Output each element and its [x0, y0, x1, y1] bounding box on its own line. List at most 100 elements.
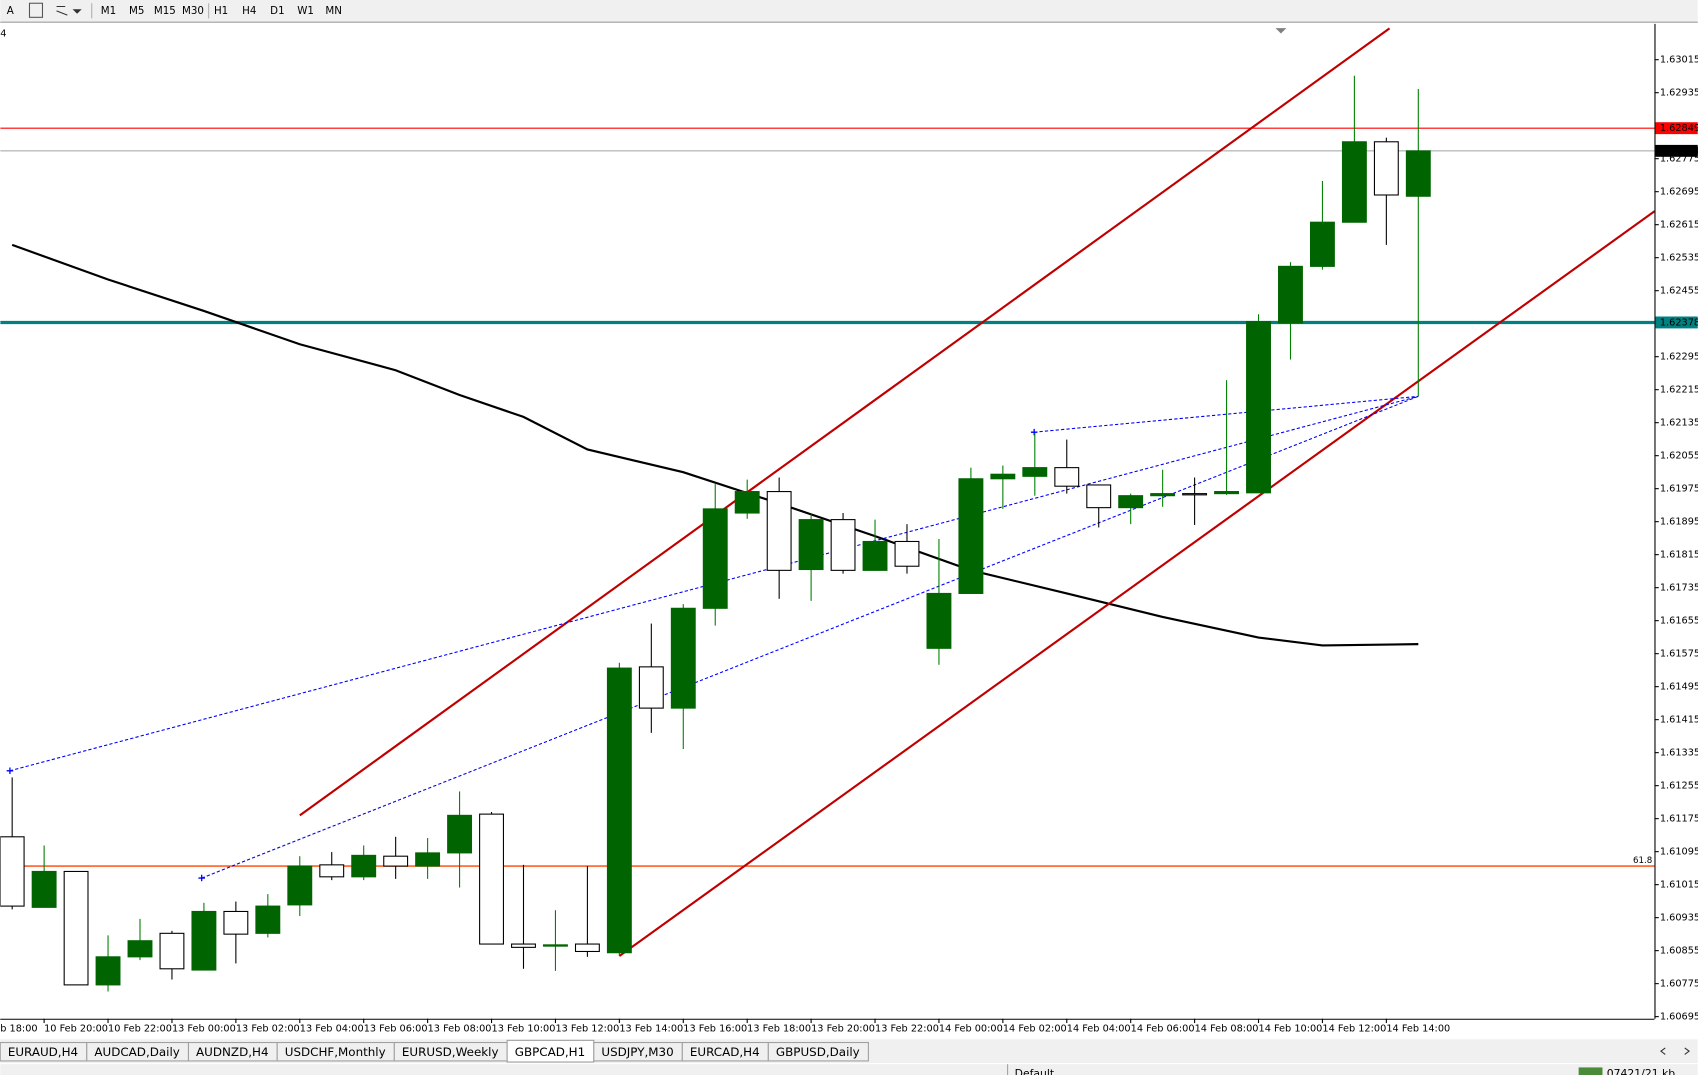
candle-body	[1022, 467, 1048, 477]
projection-line	[201, 395, 1419, 879]
toolbar-icon[interactable]	[56, 5, 82, 16]
moving-average	[11, 243, 1419, 647]
x-tick-label: 14 Feb 00:00	[939, 1023, 1003, 1034]
candle-body	[734, 491, 760, 514]
timeframe-button[interactable]: M5	[129, 5, 144, 17]
tab[interactable]: USDCHF,Monthly	[276, 1041, 395, 1062]
timeframe-button[interactable]: M30	[182, 5, 204, 17]
toolbar-icon[interactable]	[28, 2, 44, 18]
tab-label[interactable]: USDCHF,Monthly	[285, 1045, 386, 1059]
candle-body	[1309, 221, 1335, 267]
projection-line	[1034, 395, 1419, 433]
toolbar-label[interactable]: A	[7, 5, 14, 17]
tab[interactable]: EURAUD,H4	[0, 1041, 88, 1062]
timeframe-button[interactable]: M15	[154, 5, 176, 17]
candle-body	[127, 940, 153, 958]
axes: 1.63015 1.62935 1.62775 1.62695 1.62615 1.625…	[0, 55, 1698, 1035]
tab-label[interactable]: AUDCAD,Daily	[94, 1045, 179, 1059]
candle-body	[0, 836, 25, 907]
tab[interactable]: AUDNZD,H4	[187, 1041, 278, 1062]
candle-body	[1214, 491, 1240, 495]
candle-body	[798, 519, 824, 571]
candle-body	[542, 944, 568, 947]
tab[interactable]: GBPCAD,H1	[506, 1039, 595, 1063]
tab[interactable]: EURCAD,H4	[681, 1041, 769, 1062]
x-tick-label: b 18:00	[0, 1023, 37, 1034]
candle-body	[702, 508, 728, 609]
tab-label[interactable]: AUDNZD,H4	[196, 1045, 268, 1059]
y-tick-label: 1.60695	[1660, 1012, 1698, 1023]
x-tick-label: 14 Feb 02:00	[1003, 1023, 1067, 1034]
y-tick-label: 1.63015	[1660, 55, 1698, 66]
y-tick-label: 1.61495	[1660, 682, 1698, 693]
x-tick-label: 13 Feb 02:00	[236, 1023, 300, 1034]
price-level-tag	[1655, 144, 1698, 157]
candle-body	[926, 592, 952, 649]
candle-body	[670, 607, 696, 709]
tab[interactable]: USDJPY,M30	[593, 1041, 683, 1062]
channel-line	[618, 210, 1655, 957]
y-tick-label: 1.61735	[1660, 583, 1698, 594]
candle-body	[415, 852, 441, 867]
tab-label[interactable]: EURCAD,H4	[690, 1045, 760, 1059]
x-tick-label: 13 Feb 16:00	[683, 1023, 747, 1034]
timeframe-button[interactable]: M1	[101, 5, 116, 17]
tab-label[interactable]: EURAUD,H4	[8, 1045, 78, 1059]
y-tick-label: 1.61575	[1660, 649, 1698, 660]
candle-body	[862, 540, 888, 571]
y-tick-label: 1.61415	[1660, 715, 1698, 726]
timeframe-button[interactable]: H1	[214, 5, 228, 17]
candle-body	[223, 910, 249, 935]
x-tick-label: 14 Feb 08:00	[1195, 1023, 1259, 1034]
candle-body	[606, 667, 632, 954]
candle-body	[511, 943, 536, 948]
tab-label[interactable]: EURUSD,Weekly	[402, 1045, 499, 1059]
y-tick-label: 1.61015	[1660, 880, 1698, 891]
timeframe-button[interactable]: D1	[270, 5, 284, 17]
candle-body	[191, 910, 217, 971]
candle-body	[1182, 493, 1208, 496]
candle-body	[638, 666, 664, 709]
x-tick-label: 13 Feb 18:00	[747, 1023, 811, 1034]
plot	[0, 27, 1655, 992]
x-tick-label: 13 Feb 22:00	[875, 1023, 939, 1034]
candle-body	[1086, 484, 1112, 509]
x-tick-label: 13 Feb 08:00	[428, 1023, 492, 1034]
timeframe-button[interactable]: H4	[242, 5, 256, 17]
projection-anchor	[1030, 428, 1038, 436]
candle-body	[319, 864, 345, 878]
tab-label[interactable]: GBPCAD,H1	[515, 1045, 585, 1059]
y-tick-label: 1.62135	[1660, 418, 1698, 429]
timeframe-button[interactable]: W1	[297, 5, 314, 17]
y-tick-label: 1.60855	[1660, 946, 1698, 957]
timeframe-button[interactable]: MN	[325, 5, 342, 17]
tab-label[interactable]: USDJPY,M30	[601, 1045, 673, 1059]
x-tick-label: 13 Feb 20:00	[811, 1023, 875, 1034]
toolbar-bg	[0, 0, 1698, 23]
tab[interactable]: AUDCAD,Daily	[86, 1041, 190, 1062]
candle-body	[95, 956, 121, 986]
y-tick-label: 1.61335	[1660, 748, 1698, 759]
x-tick-label: 13 Feb 00:00	[172, 1023, 236, 1034]
tab[interactable]: GBPUSD,Daily	[767, 1041, 869, 1062]
candle-body	[894, 540, 920, 567]
x-tick-label: 13 Feb 06:00	[364, 1023, 428, 1034]
tab-scroll[interactable]	[1660, 1047, 1690, 1055]
y-tick-label: 1.62055	[1660, 451, 1698, 462]
candle-body	[479, 813, 504, 945]
y-tick-label: 1.61895	[1660, 517, 1698, 528]
y-tick-label: 1.62695	[1660, 187, 1698, 198]
tab-label[interactable]: GBPUSD,Daily	[776, 1045, 860, 1059]
candle-body	[766, 491, 792, 571]
y-tick-label: 1.61175	[1660, 814, 1698, 825]
fib-level-label: 61.8	[1633, 856, 1652, 866]
price-level-tag	[1655, 316, 1698, 329]
toolbar: A M1 M5 M15 M30 H1 H4 D1 W1 MN	[7, 2, 342, 19]
tab[interactable]: EURUSD,Weekly	[393, 1041, 508, 1062]
x-tick-label: 14 Feb 04:00	[1067, 1023, 1131, 1034]
x-tick-label: 14 Feb 10:00	[1259, 1023, 1323, 1034]
scroll-marker	[1275, 28, 1287, 34]
y-tick-label: 1.61095	[1660, 847, 1698, 858]
